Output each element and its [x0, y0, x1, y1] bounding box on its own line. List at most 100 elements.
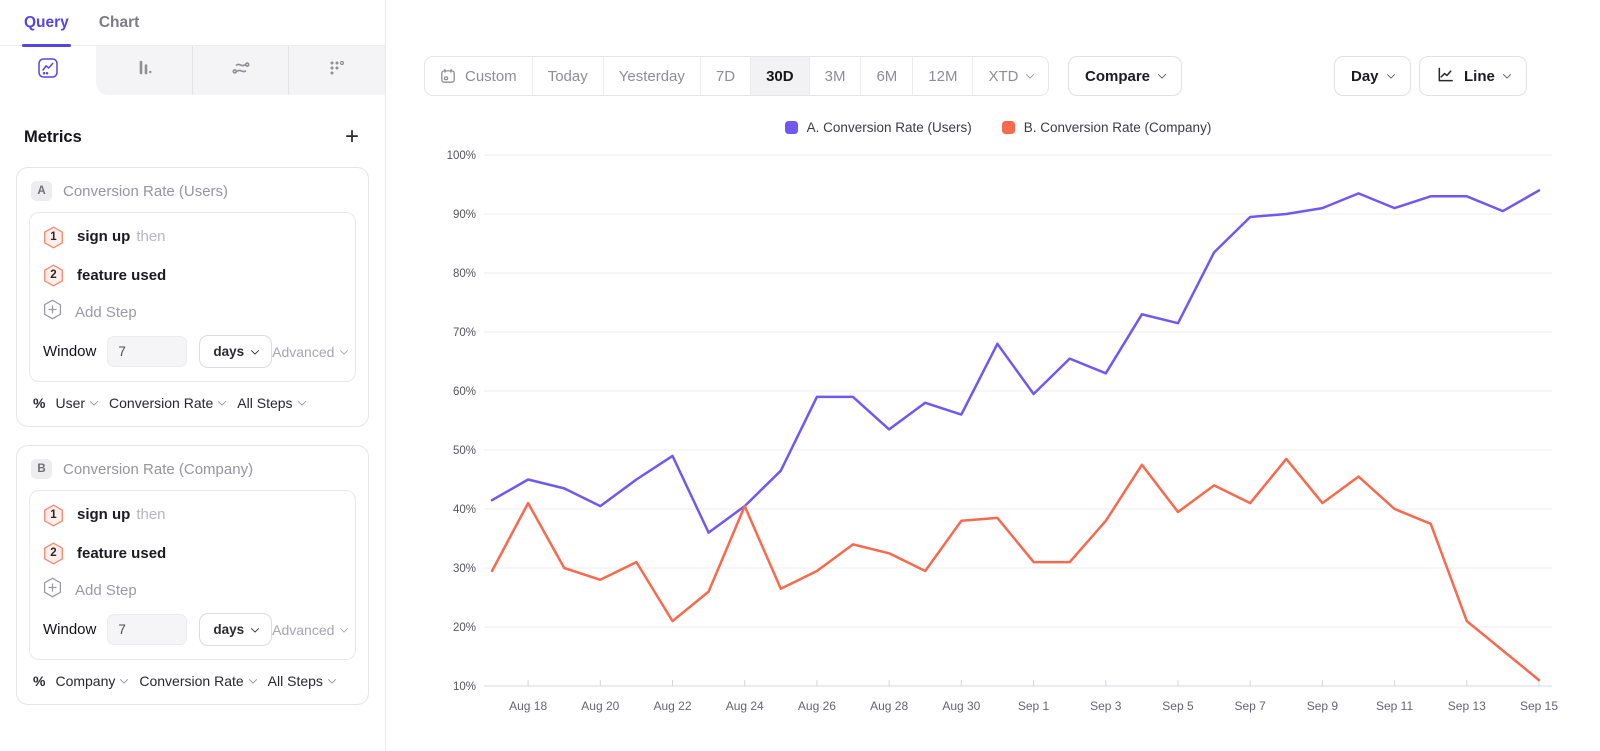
hexagon-plus-icon: [43, 577, 62, 603]
svg-text:Aug 18: Aug 18: [509, 699, 547, 713]
add-step-button[interactable]: Add Step: [43, 572, 342, 608]
granularity-dropdown[interactable]: Day: [1334, 56, 1411, 96]
chevron-down-icon: [248, 675, 257, 684]
range-3m[interactable]: 3M: [808, 57, 861, 95]
entity-dropdown[interactable]: User: [55, 395, 99, 411]
chevron-down-icon: [250, 345, 260, 355]
svg-text:20%: 20%: [453, 622, 476, 634]
bar-chart-icon: [133, 57, 155, 84]
step-number-badge: 2: [43, 541, 64, 565]
legend-item[interactable]: A. Conversion Rate (Users): [784, 120, 972, 135]
metric-title[interactable]: Conversion Rate (Users): [63, 182, 229, 200]
chevron-down-icon: [297, 397, 306, 406]
tab-query[interactable]: Query: [22, 0, 71, 47]
chart-panel: Custom Today Yesterday 7D 30D 3M 6M 12M XTD Comp…: [387, 0, 1600, 751]
window-unit-dropdown[interactable]: days: [199, 335, 273, 368]
conversion-window-row: Window days Advanced: [43, 335, 349, 368]
add-metric-button[interactable]: +: [344, 123, 359, 150]
window-value-input[interactable]: [107, 614, 188, 645]
legend-swatch: [1001, 121, 1015, 134]
query-type-flow[interactable]: [191, 46, 289, 95]
svg-text:Aug 30: Aug 30: [942, 699, 980, 713]
chevron-down-icon: [1502, 70, 1512, 79]
measurement-row: % Company Conversion Rate All Steps: [17, 660, 368, 704]
metric-card-a: A Conversion Rate (Users) 1 sign up then …: [16, 167, 369, 427]
metric-type-dropdown[interactable]: Conversion Rate: [139, 673, 257, 689]
legend-swatch: [784, 121, 798, 134]
funnel-steps-box: 1 sign up then 2 feature used: [29, 212, 356, 382]
chevron-down-icon: [89, 397, 99, 406]
chevron-down-icon: [250, 623, 260, 633]
percent-symbol: %: [33, 395, 46, 411]
funnel-step[interactable]: 2 feature used: [43, 534, 342, 572]
funnel-step[interactable]: 1 sign up then: [43, 218, 342, 256]
svg-text:Sep 11: Sep 11: [1376, 699, 1413, 713]
svg-text:70%: 70%: [453, 327, 476, 339]
step-number-badge: 1: [43, 503, 64, 527]
chevron-down-icon: [340, 623, 349, 633]
metric-card-header: A Conversion Rate (Users): [17, 168, 368, 212]
entity-dropdown[interactable]: Company: [55, 673, 129, 689]
step-connector: then: [136, 506, 166, 523]
svg-text:40%: 40%: [453, 504, 476, 516]
steps-scope-dropdown[interactable]: All Steps: [268, 673, 337, 689]
window-unit-dropdown[interactable]: days: [199, 613, 273, 646]
steps-scope-dropdown[interactable]: All Steps: [237, 395, 306, 411]
svg-text:Sep 7: Sep 7: [1234, 699, 1266, 713]
range-xtd[interactable]: XTD: [972, 57, 1049, 95]
svg-text:Sep 3: Sep 3: [1090, 699, 1122, 713]
window-label: Window: [43, 621, 97, 638]
chart-type-dropdown[interactable]: Line: [1419, 56, 1527, 96]
range-30d[interactable]: 30D: [750, 57, 809, 95]
chevron-down-icon: [1386, 70, 1395, 79]
range-today[interactable]: Today: [531, 57, 603, 95]
metric-badge: A: [31, 181, 52, 201]
metrics-title: Metrics: [24, 127, 82, 146]
funnel-steps-box: 1 sign up then 2 feature used: [29, 490, 356, 660]
range-7d[interactable]: 7D: [699, 57, 751, 95]
line-chart-type-icon: [1436, 65, 1455, 88]
add-step-button[interactable]: Add Step: [43, 294, 342, 330]
calendar-icon: [440, 68, 456, 84]
query-type-trend[interactable]: [0, 46, 97, 95]
metric-badge: B: [31, 459, 52, 479]
svg-text:30%: 30%: [453, 563, 476, 575]
window-value-input[interactable]: [107, 336, 188, 367]
query-type-funnel[interactable]: [96, 46, 192, 95]
step-event: sign up: [77, 228, 131, 245]
svg-text:60%: 60%: [453, 386, 476, 398]
range-custom[interactable]: Custom: [425, 57, 532, 95]
svg-text:Aug 20: Aug 20: [581, 699, 619, 713]
step-event: feature used: [77, 266, 167, 284]
svg-text:Aug 26: Aug 26: [798, 699, 836, 713]
svg-text:Sep 9: Sep 9: [1307, 699, 1339, 713]
step-event: feature used: [77, 544, 167, 562]
chevron-down-icon: [340, 345, 349, 355]
compare-dropdown[interactable]: Compare: [1068, 56, 1183, 96]
percent-symbol: %: [33, 673, 46, 689]
funnel-step[interactable]: 2 feature used: [43, 256, 342, 294]
metric-type-dropdown[interactable]: Conversion Rate: [109, 395, 227, 411]
query-type-retention[interactable]: [288, 46, 385, 95]
svg-text:50%: 50%: [453, 445, 476, 457]
legend-item[interactable]: B. Conversion Rate (Company): [1001, 120, 1211, 135]
tab-chart[interactable]: Chart: [98, 13, 140, 31]
flow-icon: [230, 57, 252, 84]
chevron-down-icon: [327, 675, 337, 684]
metric-title[interactable]: Conversion Rate (Company): [63, 460, 254, 478]
svg-text:Sep 1: Sep 1: [1018, 699, 1050, 713]
metrics-header: Metrics +: [0, 95, 385, 167]
svg-text:Aug 22: Aug 22: [653, 699, 691, 713]
metric-card-header: B Conversion Rate (Company): [17, 446, 368, 490]
line-chart[interactable]: 100% 90% 80% 70% 60% 50% 40% 30% 20% 10% Aug 18 Aug…: [436, 143, 1560, 735]
svg-text:Sep 13: Sep 13: [1448, 699, 1486, 713]
svg-text:90%: 90%: [453, 209, 476, 221]
range-yesterday[interactable]: Yesterday: [602, 57, 700, 95]
advanced-toggle[interactable]: Advanced: [272, 622, 349, 638]
advanced-toggle[interactable]: Advanced: [272, 344, 349, 360]
funnel-step[interactable]: 1 sign up then: [43, 496, 342, 534]
svg-text:Aug 28: Aug 28: [870, 699, 908, 713]
range-6m[interactable]: 6M: [860, 57, 913, 95]
range-12m[interactable]: 12M: [912, 57, 973, 95]
query-sidebar: Query Chart: [0, 0, 386, 751]
